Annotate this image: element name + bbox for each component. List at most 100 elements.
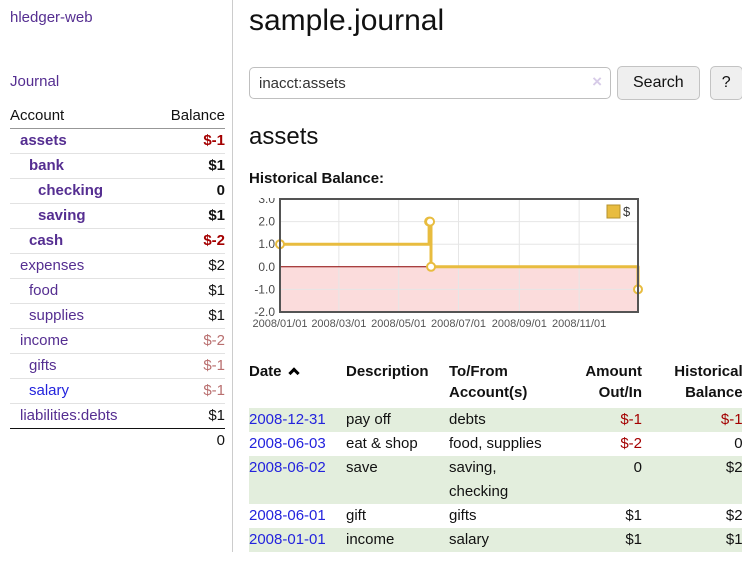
account-balance: $1 bbox=[208, 307, 225, 324]
search-input[interactable] bbox=[249, 67, 611, 99]
account-row: liabilities:debts $1 bbox=[10, 404, 225, 429]
svg-text:2008/07/01: 2008/07/01 bbox=[431, 318, 486, 330]
account-link[interactable]: saving bbox=[38, 207, 86, 224]
register-header-description: Description bbox=[346, 363, 429, 380]
transaction-accounts: salary bbox=[449, 531, 490, 548]
account-balance: $1 bbox=[208, 407, 225, 424]
accounts-header-balance: Balance bbox=[152, 105, 225, 129]
account-link[interactable]: salary bbox=[29, 382, 70, 399]
transaction-balance: $-1 bbox=[720, 411, 742, 428]
page-title: sample.journal bbox=[249, 4, 445, 37]
register-row[interactable]: 2008-12-31 pay off debts $-1 $-1 bbox=[249, 408, 742, 432]
transaction-date-link[interactable]: 2008-01-01 bbox=[249, 531, 326, 548]
transaction-description: eat & shop bbox=[346, 435, 418, 452]
legend-label: $ bbox=[623, 204, 631, 219]
transaction-amount: $-1 bbox=[620, 411, 642, 428]
svg-text:3.0: 3.0 bbox=[258, 198, 275, 206]
account-link[interactable]: assets bbox=[20, 132, 67, 149]
account-balance: $-1 bbox=[203, 357, 225, 374]
sidebar: hledger-web Journal Account Balance asse… bbox=[0, 0, 233, 552]
transaction-amount: $-2 bbox=[620, 435, 642, 452]
account-link[interactable]: bank bbox=[29, 157, 65, 174]
account-link[interactable]: gifts bbox=[29, 357, 57, 374]
transaction-date-link[interactable]: 2008-06-03 bbox=[249, 435, 326, 452]
transaction-date-link[interactable]: 2008-12-31 bbox=[249, 411, 326, 428]
register-row[interactable]: 2008-06-01 gift gifts $1 $2 bbox=[249, 504, 742, 528]
brand-link[interactable]: hledger-web bbox=[10, 9, 93, 26]
account-link[interactable]: liabilities:debts bbox=[20, 407, 118, 424]
account-row: expenses $2 bbox=[10, 254, 225, 279]
balance-chart: 3.0 2.0 1.0 0.0 -1.0 -2.0 2008/01/01 2008/03/01… bbox=[249, 192, 742, 338]
sort-ascending-icon bbox=[287, 367, 300, 379]
register-row[interactable]: 2008-01-01 income salary $1 $1 bbox=[249, 528, 742, 552]
account-balance: $-2 bbox=[203, 232, 225, 249]
accounts-total-row: 0 bbox=[10, 428, 225, 454]
page: hledger-web Journal Account Balance asse… bbox=[0, 0, 742, 552]
account-row: cash $-2 bbox=[10, 229, 225, 254]
clear-search-icon[interactable]: × bbox=[592, 72, 602, 91]
account-link[interactable]: income bbox=[20, 332, 69, 349]
register-row[interactable]: 2008-06-03 eat & shop food, supplies $-2 0 bbox=[249, 432, 742, 456]
transaction-description: save bbox=[346, 459, 378, 476]
transaction-description: pay off bbox=[346, 411, 391, 428]
account-row: saving $1 bbox=[10, 204, 225, 229]
svg-text:2008/01/01: 2008/01/01 bbox=[252, 318, 307, 330]
data-point-marker bbox=[426, 261, 437, 272]
sidebar-item-journal[interactable]: Journal bbox=[10, 73, 60, 90]
search-button[interactable]: Search bbox=[617, 66, 700, 100]
account-link[interactable]: food bbox=[29, 282, 59, 299]
transaction-accounts: food, supplies bbox=[449, 435, 542, 452]
register-header-date[interactable]: Date bbox=[249, 361, 346, 408]
search-input-wrap: × bbox=[249, 67, 611, 99]
legend-swatch bbox=[606, 204, 621, 219]
account-row: supplies $1 bbox=[10, 304, 225, 329]
svg-text:-1.0: -1.0 bbox=[254, 282, 275, 296]
data-point-marker bbox=[425, 216, 436, 227]
account-link[interactable]: expenses bbox=[20, 257, 85, 274]
account-balance: $-1 bbox=[203, 132, 225, 149]
register-header-row: Date Description To/From Account(s) Amou… bbox=[249, 361, 742, 408]
transaction-date-link[interactable]: 2008-06-01 bbox=[249, 507, 326, 524]
svg-text:-2.0: -2.0 bbox=[254, 305, 275, 319]
accounts-total: 0 bbox=[216, 432, 225, 449]
account-row: gifts $-1 bbox=[10, 354, 225, 379]
svg-text:2008/05/01: 2008/05/01 bbox=[371, 318, 426, 330]
account-link[interactable]: supplies bbox=[29, 307, 85, 324]
svg-text:2008/11/01: 2008/11/01 bbox=[552, 318, 606, 330]
transaction-amount: $1 bbox=[625, 507, 642, 524]
register-header-amount: Amount Out/In bbox=[585, 363, 642, 401]
transaction-accounts: saving, checking bbox=[449, 459, 509, 500]
account-balance: $1 bbox=[208, 157, 225, 174]
account-balance: $1 bbox=[208, 282, 225, 299]
transaction-description: income bbox=[346, 531, 395, 548]
help-button[interactable]: ? bbox=[709, 66, 742, 100]
chart-title: Historical Balance: bbox=[249, 170, 385, 187]
main-content: sample.journal × Search ? assets Histori… bbox=[233, 0, 742, 552]
transaction-accounts: gifts bbox=[449, 507, 477, 524]
accounts-table: Account Balance assets $-1 bank $1 checking 0… bbox=[10, 105, 225, 453]
account-link[interactable]: checking bbox=[38, 182, 104, 199]
account-title: assets bbox=[249, 123, 319, 150]
accounts-header-account: Account bbox=[10, 105, 153, 129]
account-link[interactable]: cash bbox=[29, 232, 64, 249]
svg-text:0.0: 0.0 bbox=[258, 260, 275, 274]
account-row: food $1 bbox=[10, 279, 225, 304]
search-form: × Search ? bbox=[249, 66, 742, 100]
register-header-balance: Historical Balance bbox=[674, 363, 742, 401]
transaction-date-link[interactable]: 2008-06-02 bbox=[249, 459, 326, 476]
transaction-amount: $1 bbox=[625, 531, 642, 548]
account-row: income $-2 bbox=[10, 329, 225, 354]
register-header-date-label: Date bbox=[249, 363, 282, 380]
account-row: assets $-1 bbox=[10, 129, 225, 154]
account-row: bank $1 bbox=[10, 154, 225, 179]
transaction-balance: $2 bbox=[725, 507, 742, 524]
register-table: Date Description To/From Account(s) Amou… bbox=[249, 361, 742, 552]
transaction-balance: $2 bbox=[725, 459, 742, 476]
account-balance: $1 bbox=[208, 207, 225, 224]
account-balance: $2 bbox=[208, 257, 225, 274]
register-header-accounts: To/From Account(s) bbox=[449, 363, 528, 401]
account-row: salary $-1 bbox=[10, 379, 225, 404]
register-row[interactable]: 2008-06-02 save saving, checking 0 $2 bbox=[249, 456, 742, 504]
account-row: checking 0 bbox=[10, 179, 225, 204]
